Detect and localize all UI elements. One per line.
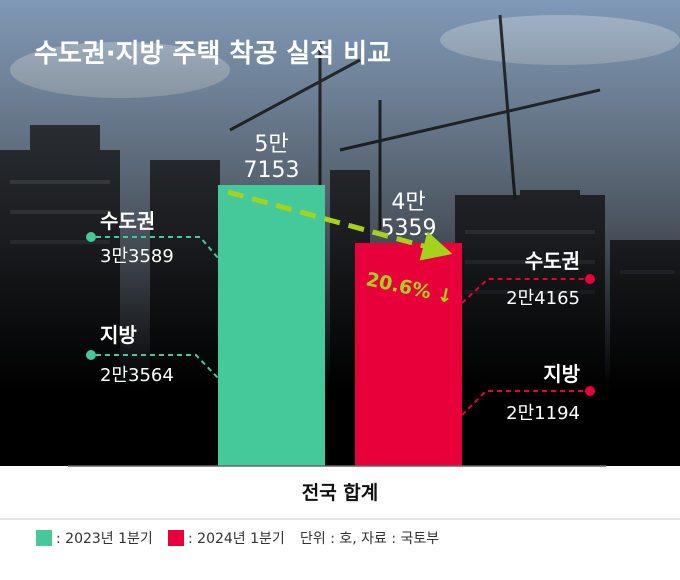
- breakdown-2023-region-dot: [86, 350, 96, 360]
- breakdown-2024-region-dot: [585, 386, 595, 396]
- breakdown-2024-region-value: 2만1194: [506, 403, 580, 424]
- breakdown-2024-capital-name: 수도권: [525, 249, 580, 273]
- breakdown-2023: 수도권 3만3589 지방 2만3564: [86, 209, 219, 386]
- footer-area: [0, 466, 680, 580]
- legend-label-2023: : 2023년 1분기: [56, 531, 153, 547]
- breakdown-2024-capital-value: 2만4165: [506, 288, 580, 309]
- breakdown-2023-capital-line: [96, 236, 219, 259]
- legend-swatch-2023: [36, 530, 52, 546]
- breakdown-2024-capital-line: [461, 278, 585, 304]
- breakdown-2024-capital-dot: [585, 274, 595, 284]
- background-photo: [0, 0, 680, 520]
- bar-2023: [218, 185, 325, 466]
- bar-2023-label-line1: 5만: [254, 132, 288, 157]
- legend-swatch-2024: [168, 530, 184, 546]
- breakdown-2023-capital-name: 수도권: [100, 209, 155, 233]
- legend-label-2024: : 2024년 1분기: [188, 531, 285, 547]
- bar-2024: [355, 242, 462, 466]
- bar-2024-label-line2: 5359: [381, 216, 437, 241]
- breakdown-2024-region-line: [461, 390, 585, 416]
- legend: : 2023년 1분기 : 2024년 1분기 단위 : 호, 자료 : 국토부: [36, 530, 439, 547]
- breakdown-2024-region-name: 지방: [543, 362, 580, 386]
- breakdown-2023-region-name: 지방: [100, 323, 137, 347]
- chart-title: 수도권·지방 주택 착공 실적 비교: [34, 39, 391, 69]
- breakdown-2023-region-value: 2만3564: [100, 365, 174, 386]
- breakdown-2024: 수도권 2만4165 지방 2만1194: [461, 249, 595, 424]
- breakdown-2023-capital-dot: [86, 232, 96, 242]
- source-note: 단위 : 호, 자료 : 국토부: [300, 531, 439, 547]
- bar-2024-label-line1: 4만: [391, 190, 425, 215]
- bar-2023-label-line2: 7153: [244, 158, 300, 183]
- breakdown-2023-region-line: [96, 354, 219, 379]
- x-axis-label: 전국 합계: [302, 482, 379, 504]
- decline-arrow: [227, 189, 453, 261]
- breakdown-2023-capital-value: 3만3589: [100, 246, 174, 267]
